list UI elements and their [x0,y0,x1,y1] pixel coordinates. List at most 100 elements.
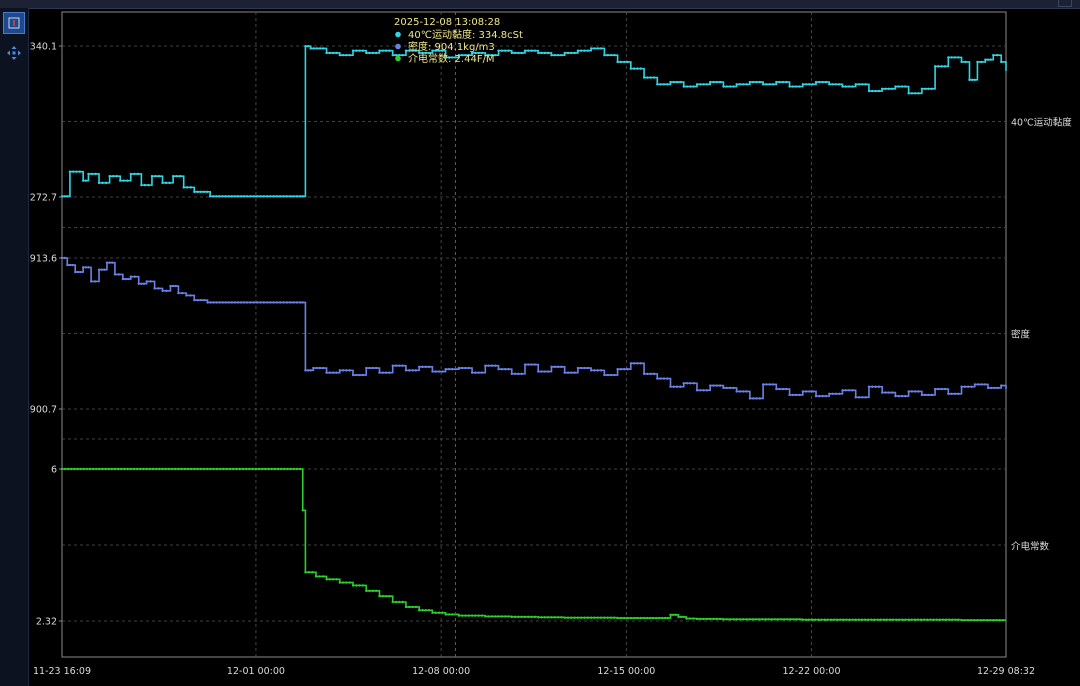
viscosity-point [470,51,474,55]
dielectric-point [842,618,845,621]
density-point [378,371,381,374]
viscosity-point [230,195,233,198]
viscosity-point [689,85,692,88]
viscosity-point [101,181,104,185]
density-point [629,362,633,365]
plot-area[interactable] [61,11,1007,658]
pan-tool-button[interactable] [3,42,25,64]
dielectric-point [715,617,719,621]
viscosity-point [208,195,212,198]
dielectric-sample-points [60,467,1005,622]
dielectric-point [295,467,299,471]
density-point [794,393,798,397]
dielectric-point [718,617,722,621]
dielectric-point [510,615,513,619]
density-point [97,268,101,271]
dielectric-point [779,618,783,621]
density-point [103,268,106,271]
density-point [398,364,401,367]
viscosity-point [282,195,285,198]
viscosity-point [957,56,960,59]
viscosity-point [246,195,249,198]
dielectric-point [244,467,248,471]
viscosity-point [801,83,805,86]
viscosity-point [580,49,583,52]
dielectric-point [651,616,655,620]
density-point [408,369,411,372]
viscosity-point [164,181,168,185]
viscosity-point [451,56,454,59]
density-point [933,387,937,391]
zoom-tool-button[interactable] [3,12,25,34]
viscosity-point [553,53,556,57]
dielectric-point [202,467,206,471]
density-point [177,291,180,295]
dielectric-point [129,467,132,471]
viscosity-point [880,87,884,90]
dielectric-point [851,618,854,621]
density-point [616,368,619,371]
viscosity-point [626,60,629,64]
dielectric-point [546,616,550,619]
zoom-tool-icon [8,17,20,29]
viscosity-point [306,45,310,48]
density-point [149,280,152,283]
dielectric-point [325,578,328,581]
viscosity-point [712,80,715,84]
viscosity-point [497,49,500,52]
density-point [249,301,252,304]
density-point [470,371,474,374]
density-point [401,364,404,367]
dielectric-point [657,616,661,620]
viscosity-point [398,53,401,57]
density-point [68,263,72,267]
viscosity-point [175,174,178,178]
dielectric-point [916,618,920,621]
window-corner-control[interactable] [1058,0,1072,7]
density-point [374,366,378,370]
density-point [937,387,940,391]
dielectric-point [215,467,219,471]
dielectric-point [222,467,225,471]
density-point [785,387,788,391]
density-point [218,301,221,304]
viscosity-point [94,172,97,176]
dielectric-point [361,584,365,587]
viscosity-point [384,49,388,52]
viscosity-point [427,51,431,55]
viscosity-point [408,49,411,52]
density-point [209,301,212,304]
viscosity-point [937,65,940,68]
viscosity-point [252,195,256,198]
viscosity-point [884,87,887,90]
dielectric-point [666,616,670,620]
dielectric-point [966,618,970,622]
dielectric-point [776,618,780,621]
window-top-bar [0,0,1080,9]
viscosity-point [811,83,814,86]
viscosity-point [87,172,90,176]
density-point [540,370,543,373]
dielectric-point [414,605,418,609]
viscosity-point [864,83,867,86]
viscosity-point [301,195,304,198]
density-point [758,397,762,400]
viscosity-point [583,49,586,52]
density-point [513,372,517,376]
viscosity-point [441,49,444,52]
density-point [904,394,907,398]
dielectric-point [626,616,629,620]
dielectric-point [599,616,603,619]
density-point [702,389,705,392]
density-point [510,372,513,376]
density-point [111,261,114,264]
viscosity-point [348,53,351,57]
density-point [973,383,976,386]
density-point [306,369,310,372]
density-point [841,389,844,392]
dielectric-point [705,617,709,621]
density-point [844,389,848,392]
viscosity-point [189,186,192,189]
dielectric-point [619,616,623,620]
